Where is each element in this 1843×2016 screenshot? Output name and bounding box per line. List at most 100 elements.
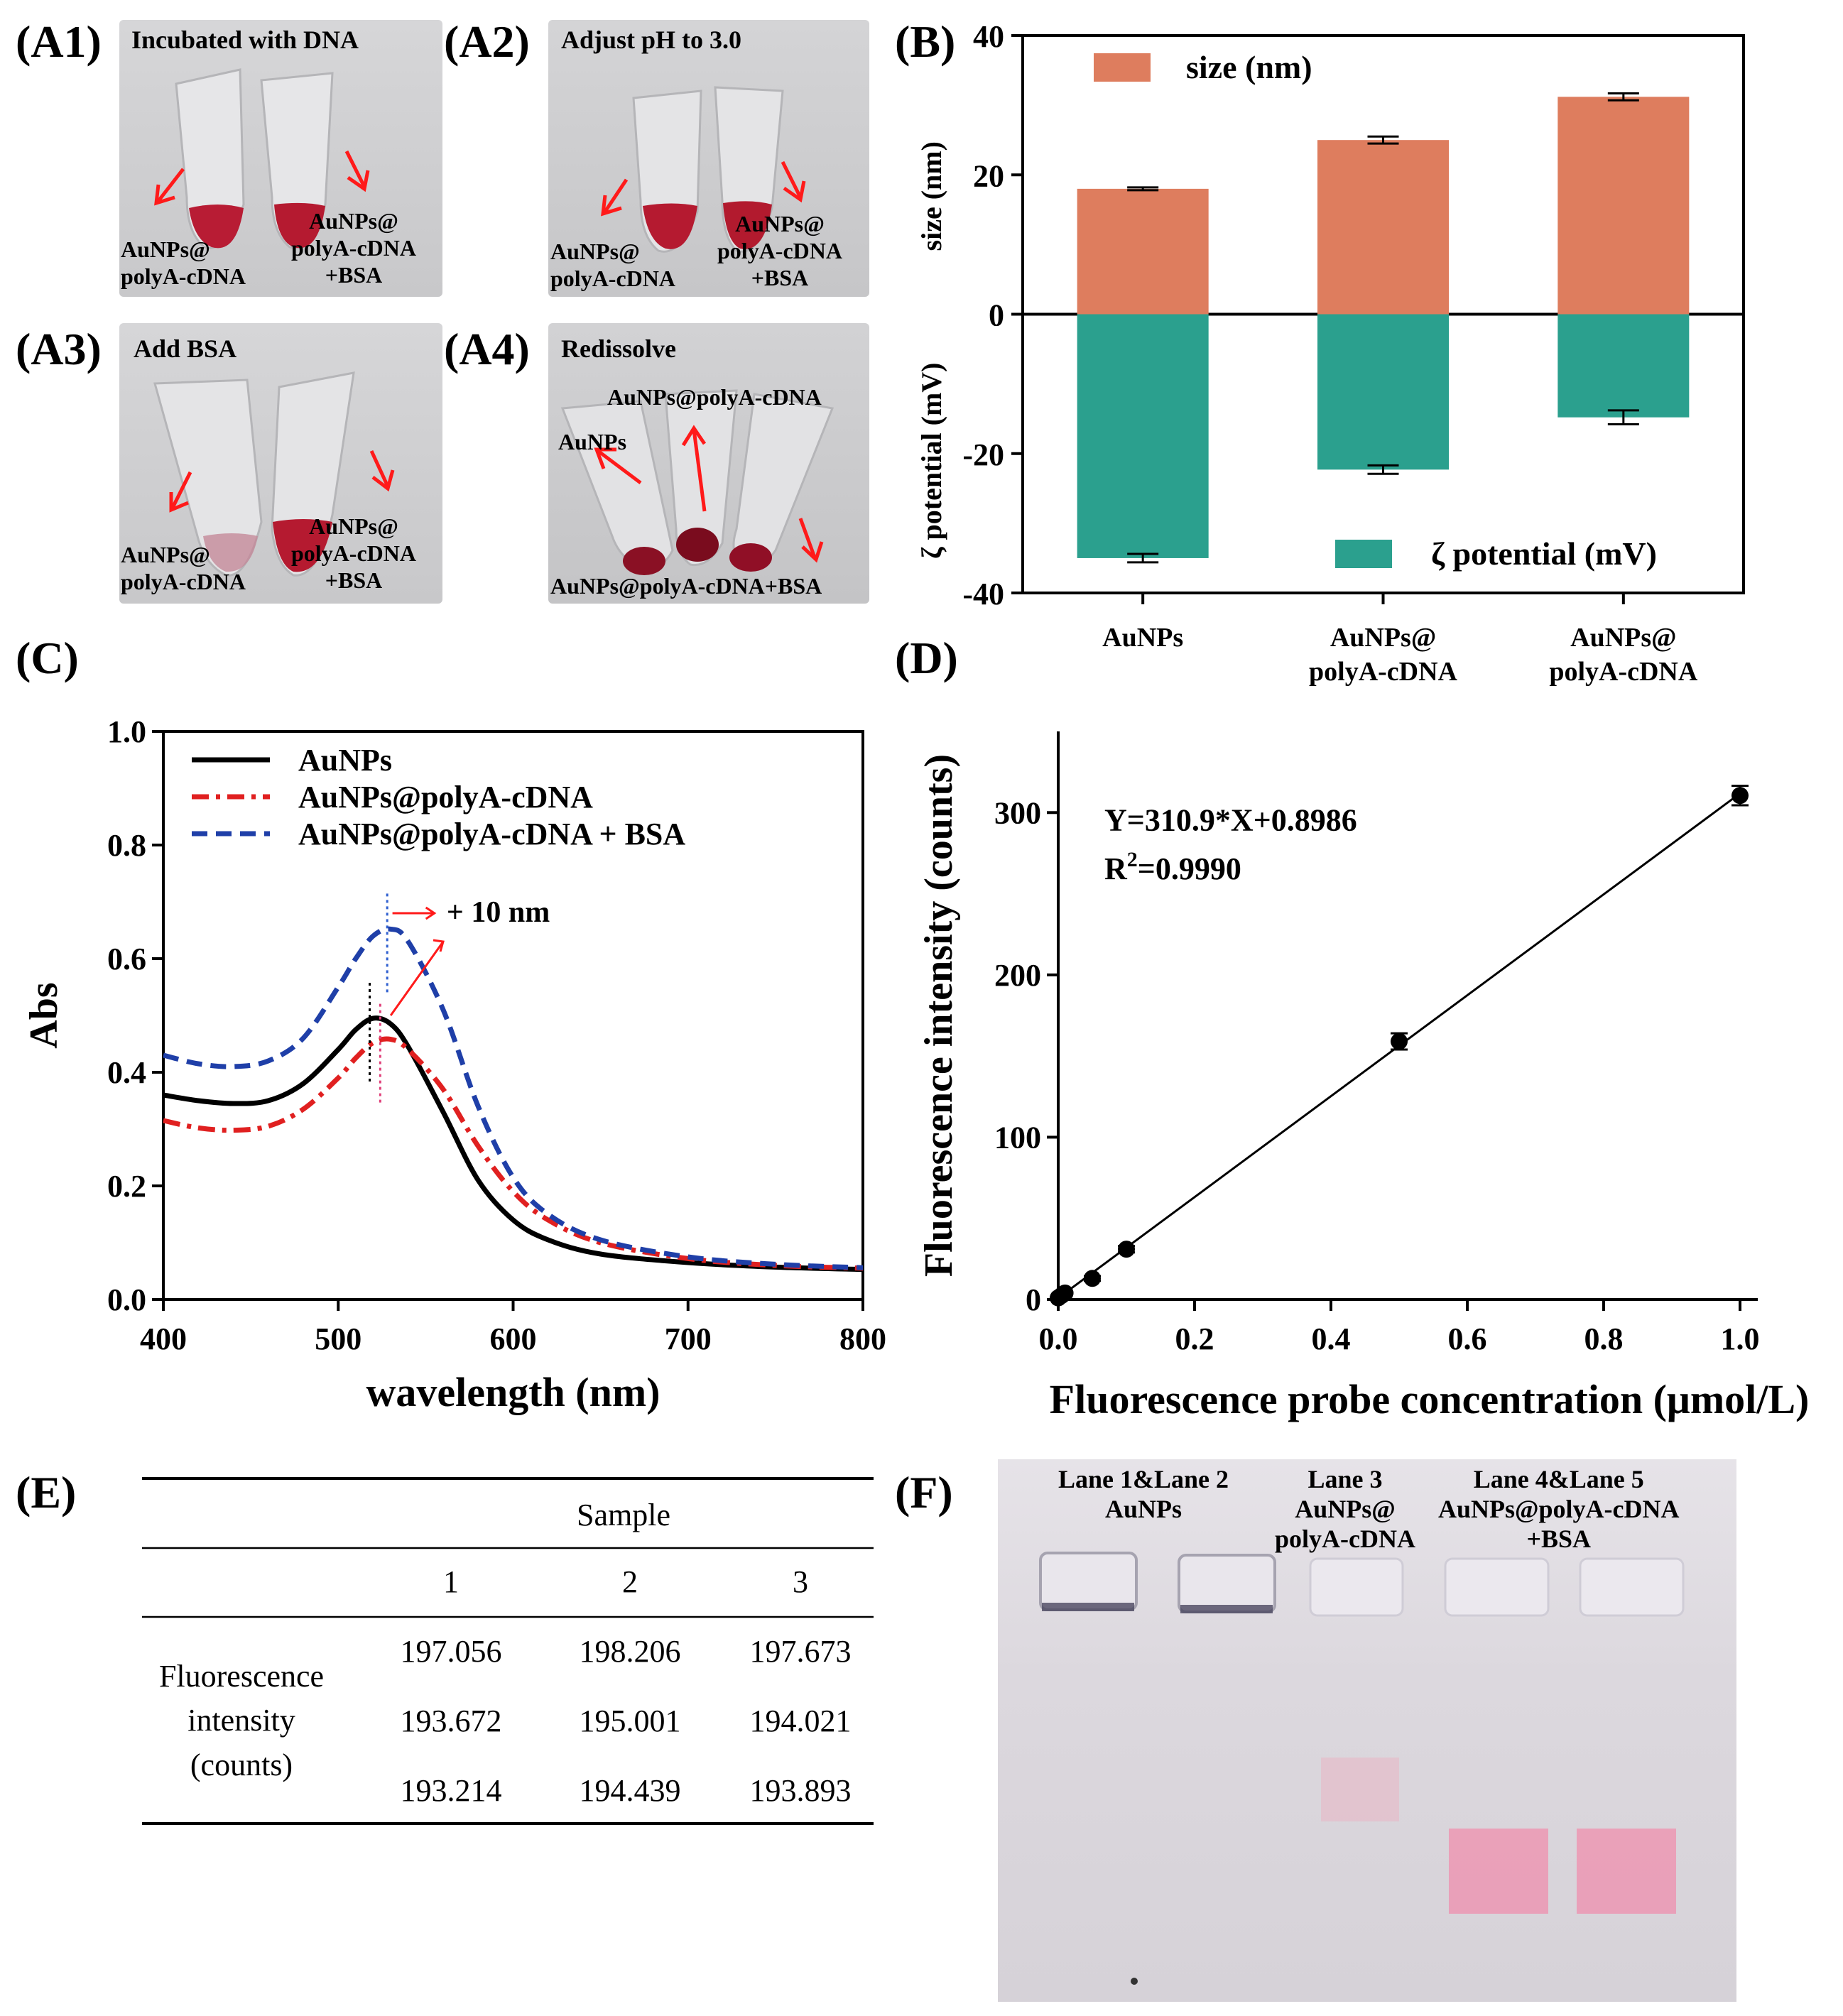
tube-illustration: [560, 389, 834, 575]
legend-label: AuNPs@polyA-cDNA: [298, 780, 593, 814]
series-line: [163, 926, 864, 1270]
bar: [1317, 140, 1449, 315]
annotation-arrow: [389, 941, 445, 1016]
photo-a3-caption: Add BSA: [134, 334, 237, 363]
data-point: [1084, 1270, 1101, 1287]
legend-label: AuNPs: [298, 743, 392, 778]
fit-r-squared: R2=0.9990: [1104, 848, 1241, 886]
panel-a2-label: (A2): [444, 16, 530, 67]
panel-c-label: (C): [16, 633, 79, 683]
data-point: [1118, 1241, 1135, 1258]
panel-e-label: (E): [16, 1467, 77, 1518]
photo-a4-left-label: AuNPs: [558, 429, 627, 454]
photo-a1-caption: Incubated with DNA: [131, 26, 359, 54]
legend-swatch-zeta: [1335, 540, 1392, 568]
panel-a4-label: (A4): [444, 324, 530, 374]
table-row-label-1: Fluorescence: [159, 1659, 324, 1694]
y-tick-label: -40: [962, 577, 1004, 611]
y-tick-label: 0.0: [107, 1282, 146, 1317]
bar: [1557, 314, 1690, 418]
x-tick-label: 800: [839, 1322, 886, 1356]
x-tick-label: 1.0: [1721, 1322, 1760, 1356]
y-tick-label: 40: [973, 19, 1004, 54]
table-cell: 197.673: [750, 1634, 852, 1669]
photo-a3-left-label: AuNPs@ polyA-cDNA: [121, 542, 246, 594]
x-tick-label: 400: [140, 1322, 187, 1356]
photo-a3: [119, 323, 442, 604]
y-tick-label: 0.4: [107, 1055, 146, 1090]
gel-lane45-label: Lane 4&Lane 5 AuNPs@polyA-cDNA +BSA: [1438, 1465, 1680, 1553]
legend-label-size: size (nm): [1186, 49, 1312, 85]
y-tick-label: 1.0: [107, 714, 146, 749]
y-axis-title: Abs: [22, 982, 66, 1048]
y-tick-label: 0: [1026, 1282, 1041, 1317]
table-cell: 195.001: [580, 1704, 681, 1738]
legend-label-zeta: ζ potential (mV): [1431, 535, 1657, 572]
photo-a2: [548, 20, 869, 297]
tube-illustration: [601, 86, 806, 253]
photo-a1: [119, 20, 442, 297]
x-axis-title: Fluorescence probe concentration (μmol/L…: [1050, 1376, 1810, 1422]
y-axis-title-size: size (nm): [915, 141, 947, 251]
x-tick-label: 0.2: [1175, 1322, 1214, 1356]
table-cell: 193.214: [401, 1773, 502, 1808]
annotation-label: + 10 nm: [447, 896, 550, 929]
x-tick-label: 0.0: [1039, 1322, 1078, 1356]
x-tick-label: 600: [490, 1322, 537, 1356]
photo-a2-left-label: AuNPs@ polyA-cDNA: [550, 239, 675, 291]
photo-a1-left-label: AuNPs@ polyA-cDNA: [121, 236, 246, 289]
bar: [1077, 188, 1209, 315]
photo-a2-caption: Adjust pH to 3.0: [561, 26, 742, 54]
x-tick-label: 0.8: [1584, 1322, 1624, 1356]
photo-a2-right-label: AuNPs@ polyA-cDNA +BSA: [717, 211, 842, 290]
y-axis-title: Fluorescence intensity (counts): [917, 754, 961, 1277]
panel-d-label: (D): [895, 633, 958, 683]
x-axis-title: wavelength (nm): [366, 1369, 660, 1415]
table-cell: 198.206: [580, 1634, 681, 1669]
photo-a4-bottom-label: AuNPs@polyA-cDNA+BSA: [550, 573, 822, 599]
table-e: Sample 1 2 3 Fluorescence intensity (cou…: [142, 1477, 874, 1825]
x-tick-label: AuNPs: [1102, 623, 1183, 653]
legend-label: AuNPs@polyA-cDNA + BSA: [298, 817, 685, 851]
table-row-label-2: intensity: [187, 1703, 295, 1738]
y-tick-label: 0.8: [107, 828, 146, 863]
bar: [1317, 314, 1449, 470]
table-row-label-3: (counts): [190, 1748, 293, 1782]
x-tick-label: 700: [665, 1322, 712, 1356]
gel-lane12-label: Lane 1&Lane 2 AuNPs: [1058, 1465, 1229, 1523]
y-tick-label: 20: [973, 158, 1004, 193]
photo-a4-top-label: AuNPs@polyA-cDNA: [607, 384, 822, 410]
data-point: [1056, 1284, 1074, 1302]
tube-illustration: [154, 68, 370, 249]
panel-a3-label: (A3): [16, 324, 102, 374]
gel-illustration: [1039, 1552, 1685, 1985]
data-point: [1731, 787, 1749, 805]
y-tick-label: 0.2: [107, 1169, 146, 1204]
y-tick-label: 0.6: [107, 942, 146, 976]
x-tick-label: AuNPs@ polyA-cDNA: [1309, 623, 1458, 687]
y-tick-label: -20: [962, 437, 1004, 472]
data-point: [1391, 1032, 1408, 1050]
table-cell: 193.893: [750, 1773, 852, 1808]
photo-a3-right-label: AuNPs@ polyA-cDNA +BSA: [291, 513, 416, 593]
photo-a1-right-label: AuNPs@ polyA-cDNA +BSA: [291, 208, 416, 288]
y-tick-label: 300: [994, 795, 1041, 830]
x-tick-label: 0.6: [1448, 1322, 1487, 1356]
table-cell: 194.021: [750, 1704, 852, 1738]
table-cell: 193.672: [401, 1704, 502, 1738]
annotation-arrowhead: [425, 906, 437, 920]
table-col-2: 2: [622, 1564, 638, 1599]
table-cell: 194.439: [580, 1773, 681, 1808]
y-tick-label: 100: [994, 1120, 1041, 1155]
fit-equation: Y=310.9*X+0.8986: [1104, 802, 1357, 837]
y-tick-label: 200: [994, 958, 1041, 993]
panel-b-label: (B): [895, 16, 956, 67]
panel-a1-label: (A1): [16, 16, 102, 67]
x-tick-label: 0.4: [1312, 1322, 1351, 1356]
y-tick-label: 0: [989, 298, 1004, 333]
gel-lane3-label: Lane 3 AuNPs@ polyA-cDNA: [1275, 1465, 1415, 1553]
y-axis-title-zeta: ζ potential (mV): [915, 363, 947, 559]
x-tick-label: AuNPs@ polyA-cDNA: [1549, 623, 1698, 687]
chart-b: 40 20 0 -20 -40 AuNPs AuNPs@ polyA-cDNA AuNPs@ po…: [915, 19, 1745, 687]
gel-photo: [998, 1459, 1736, 2002]
